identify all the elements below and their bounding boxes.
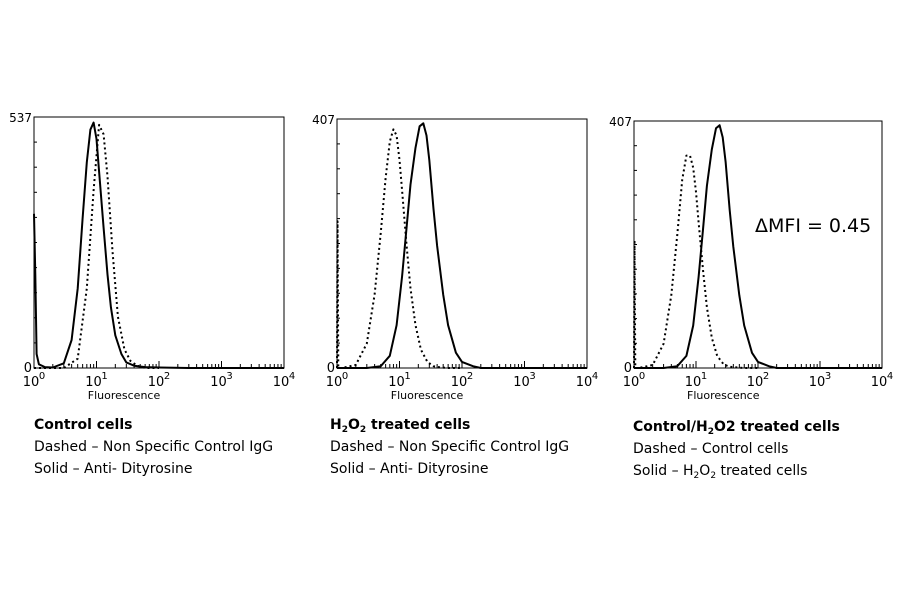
series-solid (337, 122, 587, 369)
caption-line-solid: Solid – Anti- Dityrosine (34, 461, 193, 477)
caption-line-dashed: Dashed – Non Specific Control IgG (34, 439, 274, 455)
x-tick-label-exponent: 2 (467, 371, 473, 382)
series-dashed (34, 123, 159, 369)
x-tick-label-exponent: 3 (226, 371, 232, 382)
x-axis-label: Fluorescence (687, 389, 760, 402)
x-tick-label-exponent: 2 (763, 371, 769, 382)
caption-title: Control/H2O2 treated cells (633, 419, 840, 437)
x-tick-label-exponent: 1 (101, 371, 107, 382)
x-tick-label: 10 (809, 375, 826, 390)
series-dashed (633, 154, 758, 369)
caption-h2o2: H2O2 treated cells Dashed – Non Specific… (330, 414, 569, 480)
plot-frame (33, 116, 285, 369)
x-tick-label-exponent: 3 (825, 371, 831, 382)
y-tick-label-min: 0 (327, 361, 335, 376)
caption-control: Control cells Dashed – Non Specific Cont… (34, 414, 273, 480)
x-tick-label-exponent: 4 (289, 371, 295, 382)
x-tick-label-exponent: 0 (342, 371, 348, 382)
series-dashed (336, 128, 462, 369)
x-tick-label: 10 (747, 375, 764, 390)
x-tick-label: 10 (513, 375, 530, 390)
x-tick-label: 10 (451, 375, 468, 390)
x-tick-label: 10 (685, 375, 702, 390)
x-tick-label: 10 (148, 375, 165, 390)
x-tick-label: 10 (23, 375, 40, 390)
caption-line-dashed: Dashed – Control cells (633, 441, 789, 457)
x-tick-label: 10 (210, 375, 227, 390)
caption-title: Control cells (34, 417, 133, 433)
plot-frame (336, 118, 588, 369)
caption-title: H2O2 treated cells (330, 417, 471, 435)
caption-line-solid: Solid – Anti- Dityrosine (330, 461, 489, 477)
y-tick-label-min: 0 (24, 361, 32, 376)
series-solid (33, 121, 284, 369)
x-tick-label-exponent: 4 (887, 371, 893, 382)
x-tick-label-exponent: 1 (701, 371, 707, 382)
x-tick-label: 10 (388, 375, 405, 390)
x-tick-label: 10 (623, 375, 640, 390)
x-tick-label-exponent: 3 (529, 371, 535, 382)
y-tick-label-max: 407 (312, 113, 335, 127)
x-tick-label-exponent: 0 (639, 371, 645, 382)
x-tick-label-exponent: 0 (39, 371, 45, 382)
x-tick-label-exponent: 2 (164, 371, 170, 382)
x-tick-label-exponent: 4 (592, 371, 598, 382)
x-axis-label: Fluorescence (88, 389, 161, 402)
x-tick-label: 10 (871, 375, 888, 390)
x-axis-label: Fluorescence (391, 389, 464, 402)
x-tick-label: 10 (326, 375, 343, 390)
caption-line-dashed: Dashed – Non Specific Control IgG (330, 439, 570, 455)
x-tick-label-exponent: 1 (404, 371, 410, 382)
plot-frame (633, 120, 883, 369)
x-tick-label: 10 (273, 375, 290, 390)
series-solid (634, 124, 882, 369)
x-tick-label: 10 (576, 375, 593, 390)
x-tick-label: 10 (85, 375, 102, 390)
y-tick-label-max: 407 (609, 115, 632, 129)
y-tick-label-max: 537 (9, 111, 32, 125)
mfi-annotation: ΔMFI = 0.45 (755, 215, 871, 237)
caption-line-solid: Solid – H2O2 treated cells (633, 463, 808, 481)
caption-overlay: Control/H2O2 treated cells Dashed – Cont… (633, 416, 840, 482)
y-tick-label-min: 0 (624, 361, 632, 376)
